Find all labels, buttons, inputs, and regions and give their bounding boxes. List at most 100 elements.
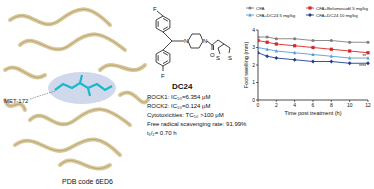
- point: [258, 39, 260, 42]
- legend-marker: [248, 6, 251, 9]
- bond: [218, 40, 224, 44]
- ribbon-edge: [120, 93, 148, 103]
- structure: FFNNOSS: [153, 6, 232, 79]
- pocket-surface: [48, 72, 116, 104]
- ribbon: [10, 9, 110, 25]
- bond: [172, 41, 184, 42]
- ribbon-edge: [30, 109, 130, 125]
- atom-label: S: [228, 55, 232, 61]
- residue-label: MET-172: [4, 98, 29, 104]
- property: t₁/₂= 0.70 h: [147, 130, 177, 136]
- point: [293, 51, 296, 55]
- y-tick: [256, 65, 258, 66]
- double-bond: [158, 21, 159, 27]
- point: [330, 48, 333, 51]
- y-tick: [256, 47, 258, 48]
- point: [348, 41, 351, 44]
- bond: [229, 48, 230, 53]
- atom-label: N: [184, 38, 188, 44]
- ribbon: [15, 139, 120, 155]
- series-line: [258, 53, 368, 64]
- series-line: [258, 37, 368, 42]
- point: [348, 49, 351, 52]
- ribbon: [100, 65, 145, 70]
- point: [348, 56, 351, 60]
- bond: [212, 45, 213, 50]
- x-tick-label: 0: [257, 102, 260, 108]
- point: [311, 46, 314, 49]
- point: [266, 35, 269, 38]
- point: [366, 51, 369, 54]
- point: [274, 56, 278, 60]
- y-tick-label: 1: [252, 79, 255, 85]
- ribbon-edge: [15, 139, 120, 155]
- point: [258, 46, 260, 50]
- ring: [156, 50, 170, 66]
- point: [330, 54, 333, 58]
- bond: [192, 34, 200, 35]
- point: [293, 44, 296, 47]
- double-bond: [163, 27, 168, 30]
- legend: CFA CFA+Belumosudil 5 mg/kg CFA+DC24 5 mg/…: [246, 6, 368, 18]
- double-bond: [158, 55, 159, 61]
- compound-name: DC24: [172, 82, 193, 91]
- legend-label: CFA+DC24 5 mg/kg: [256, 13, 296, 18]
- legend-marker: [308, 6, 311, 9]
- legend-marker: [308, 13, 312, 17]
- bond: [163, 32, 172, 41]
- ligand: [55, 75, 112, 96]
- ribbon-edge: [5, 68, 45, 78]
- point: [329, 60, 333, 64]
- chart: 01234024681012Time post treatment (h)Foo…: [243, 6, 371, 116]
- property: Cytotoxicities: TC₅₀ >100 μM: [147, 112, 224, 118]
- point: [311, 53, 314, 57]
- bond: [163, 41, 172, 50]
- legend-label: CFA+DC24 10 mg/kg: [316, 13, 358, 18]
- bond: [218, 48, 220, 54]
- ribbon-edge: [10, 9, 110, 25]
- x-tick-label: 2: [275, 102, 278, 108]
- ribbon-edge: [100, 65, 145, 70]
- point: [275, 42, 278, 45]
- bond: [191, 48, 199, 49]
- y-tick-label: 3: [252, 44, 255, 50]
- series-line: [258, 48, 368, 59]
- legend-label: CFA+Belumosudil 5 mg/kg: [316, 6, 368, 11]
- double-bond: [163, 52, 168, 55]
- bond: [224, 44, 230, 48]
- x-tick-label: 12: [365, 102, 371, 108]
- point: [311, 60, 315, 64]
- y-axis-label: Foot swelling (mm): [243, 42, 249, 89]
- atom-label: O: [210, 52, 215, 58]
- point: [258, 51, 260, 55]
- legend-label: CFA: [256, 6, 265, 11]
- property: Free radical scavenging rate: 91.99%: [147, 121, 247, 127]
- x-tick-label: 10: [347, 102, 353, 108]
- point: [293, 58, 297, 62]
- point: [311, 39, 314, 42]
- y-tick-label: 4: [252, 27, 255, 33]
- annotation: **: [362, 54, 366, 59]
- point: [366, 41, 369, 44]
- y-tick: [256, 82, 258, 83]
- pdb-label: PDB code 6ED6: [62, 178, 113, 185]
- bond: [218, 44, 224, 48]
- y-tick-label: 0: [252, 97, 255, 103]
- ribbon-edge: [60, 160, 110, 168]
- x-tick-label: 6: [312, 102, 315, 108]
- atom-label: S: [216, 55, 220, 61]
- point: [275, 37, 278, 40]
- atom-label: F: [153, 6, 157, 12]
- annotation: ****: [359, 64, 366, 69]
- hbond: [30, 91, 55, 99]
- ring: [156, 16, 170, 32]
- property: ROCK2: IC₅₀=0.124 μM: [147, 103, 211, 109]
- y-tick: [256, 30, 258, 31]
- bond: [188, 34, 192, 41]
- double-bond: [163, 61, 168, 64]
- y-tick-label: 2: [252, 62, 255, 68]
- ribbon: [20, 34, 125, 50]
- x-tick-label: 8: [330, 102, 333, 108]
- bond: [213, 45, 214, 50]
- bond: [188, 41, 191, 48]
